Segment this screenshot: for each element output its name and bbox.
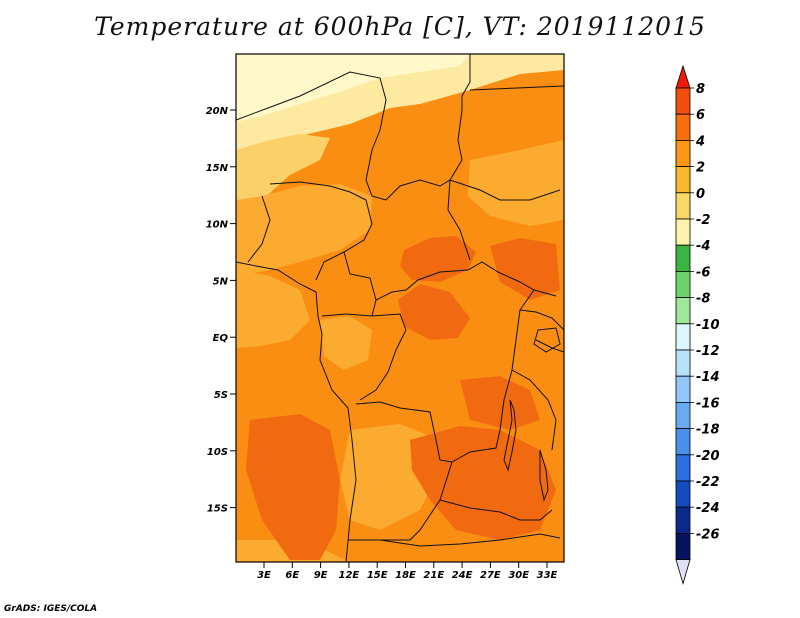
lake-malawi [539, 449, 549, 502]
border-egypt [469, 85, 564, 91]
colorbar-label: -24 [696, 501, 720, 516]
colorbar-swatch [675, 349, 691, 377]
lon-label: 27E [480, 570, 501, 581]
field-warm6-congo [398, 284, 470, 340]
colorbar: 8 6 4 2 0 -2 -4 -6 -8 -10 -12 -14 -16 -18 -20 -22 -24 -26 [675, 64, 720, 586]
colorbar-swatch [675, 401, 691, 429]
border-congo [321, 313, 407, 401]
colorbar-swatch [675, 375, 691, 403]
lon-label: 6E [285, 570, 299, 581]
field-warm2-gabon [320, 316, 372, 370]
border-chad [365, 179, 471, 261]
colorbar-label: -22 [696, 475, 720, 490]
temperature-field [236, 54, 564, 562]
colorbar-label: -2 [696, 213, 710, 228]
border-uganda [519, 309, 564, 331]
lon-label: 12E [339, 570, 360, 581]
lon-axis: 3E 6E 9E 12E 15E 18E 21E 24E 27E 30E 33E [257, 562, 558, 581]
field-warm2-coast [236, 270, 310, 348]
colorbar-label: -26 [696, 527, 720, 542]
lat-label: 5N [213, 276, 229, 287]
lon-label: 24E [452, 570, 473, 581]
colorbar-swatch [675, 428, 691, 456]
border-drc-east [451, 289, 535, 463]
lat-label: 10N [206, 220, 229, 231]
lat-label: 15N [206, 163, 229, 174]
border-cameroon [343, 251, 377, 317]
field-warm0-west [236, 134, 330, 250]
colorbar-swatch [675, 480, 691, 508]
colorbar-swatch [675, 506, 691, 534]
colorbar-swatch [675, 139, 691, 167]
lat-label: 20N [206, 106, 229, 117]
colorbar-swatch [675, 87, 691, 115]
lat-label: 15S [207, 504, 228, 515]
field-cool-top [236, 54, 470, 122]
border-libya [449, 54, 471, 181]
colorbar-label: -18 [696, 423, 720, 438]
colorbar-swatch [675, 533, 691, 561]
border-car [375, 261, 557, 301]
grads-credit: GrADS: IGES/COLA [4, 604, 98, 614]
lat-label: EQ [213, 333, 229, 344]
field-warm6-tanzania [460, 376, 540, 430]
field-warm6-zambia [410, 426, 556, 540]
map-frame [235, 53, 565, 563]
colorbar-swatch [675, 297, 691, 325]
colorbar-label: 0 [696, 187, 705, 202]
colorbar-bottom-arrow [675, 559, 691, 586]
border-west [247, 195, 271, 263]
colorbar-label: -20 [696, 449, 720, 464]
colorbar-label: -4 [696, 239, 710, 254]
colorbar-label: 4 [695, 134, 705, 149]
colorbar-label: 8 [696, 82, 705, 97]
lon-label: 21E [423, 570, 444, 581]
lake-tanganyika [503, 399, 517, 472]
lat-axis: 20N 15N 10N 5N EQ 5S 10S 15S [206, 106, 236, 515]
lon-label: 30E [508, 570, 529, 581]
colorbar-label: 6 [696, 108, 705, 123]
border-sudan [449, 179, 561, 201]
colorbar-label: 2 [696, 161, 705, 176]
colorbar-swatch [675, 192, 691, 220]
border-angola [348, 401, 453, 541]
colorbar-swatch [675, 454, 691, 482]
lat-label: 10S [207, 447, 228, 458]
lake-victoria [533, 327, 561, 353]
border-zambia [439, 499, 553, 521]
country-borders [236, 54, 564, 562]
colorbar-label: -14 [696, 370, 720, 385]
colorbar-top-arrow [675, 64, 691, 89]
colorbar-swatch [675, 244, 691, 272]
border-sahara [236, 71, 387, 181]
border-coastline [236, 261, 357, 562]
colorbar-label: -16 [696, 396, 720, 411]
colorbar-label: -10 [696, 318, 720, 333]
field-warm6-sudan [490, 238, 560, 300]
colorbar-swatch [675, 323, 691, 351]
lon-label: 18E [395, 570, 416, 581]
border-tanzania [511, 369, 557, 451]
colorbar-label: -8 [696, 292, 710, 307]
colorbar-label: -6 [696, 265, 710, 280]
border-nigeria [269, 181, 373, 281]
lon-label: 15E [367, 570, 388, 581]
lon-label: 3E [257, 570, 271, 581]
chart-title: Temperature at 600hPa [C], VT: 201911201… [94, 12, 706, 41]
border-southern [379, 533, 561, 547]
field-warm6-southwest [246, 414, 340, 560]
colorbar-swatch [675, 113, 691, 141]
lon-label: 9E [314, 570, 328, 581]
colorbar-swatch [675, 270, 691, 298]
colorbar-swatch [675, 218, 691, 246]
colorbar-swatch [675, 166, 691, 194]
field-warm2-sahel [236, 184, 372, 276]
lat-label: 5S [214, 390, 228, 401]
field-warm2-east [468, 140, 564, 226]
colorbar-label: -12 [696, 344, 720, 359]
lon-label: 33E [537, 570, 558, 581]
